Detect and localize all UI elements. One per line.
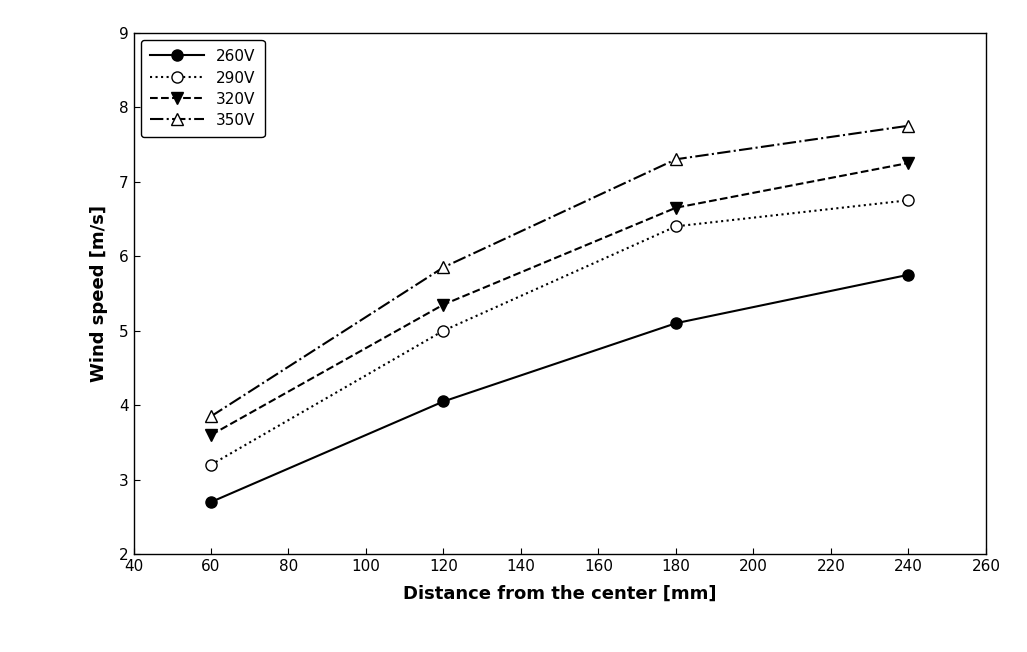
350V [903, 122, 915, 130]
Y-axis label: Wind speed [m/s]: Wind speed [m/s] [89, 205, 108, 382]
Line: 350V: 350V [205, 120, 914, 422]
X-axis label: Distance from the center [mm]: Distance from the center [mm] [403, 585, 717, 603]
320V [903, 159, 915, 167]
260V [670, 319, 682, 327]
Legend: 260V, 290V, 320V, 350V: 260V, 290V, 320V, 350V [141, 40, 265, 137]
290V [670, 222, 682, 230]
320V [438, 301, 450, 308]
320V [204, 431, 217, 439]
260V [903, 271, 915, 278]
260V [438, 398, 450, 406]
Line: 290V: 290V [205, 195, 914, 470]
350V [670, 155, 682, 163]
260V [204, 498, 217, 506]
320V [670, 204, 682, 212]
290V [438, 327, 450, 334]
Line: 320V: 320V [205, 157, 914, 441]
Line: 260V: 260V [205, 269, 914, 508]
350V [204, 413, 217, 421]
350V [438, 263, 450, 271]
290V [903, 196, 915, 204]
290V [204, 461, 217, 469]
